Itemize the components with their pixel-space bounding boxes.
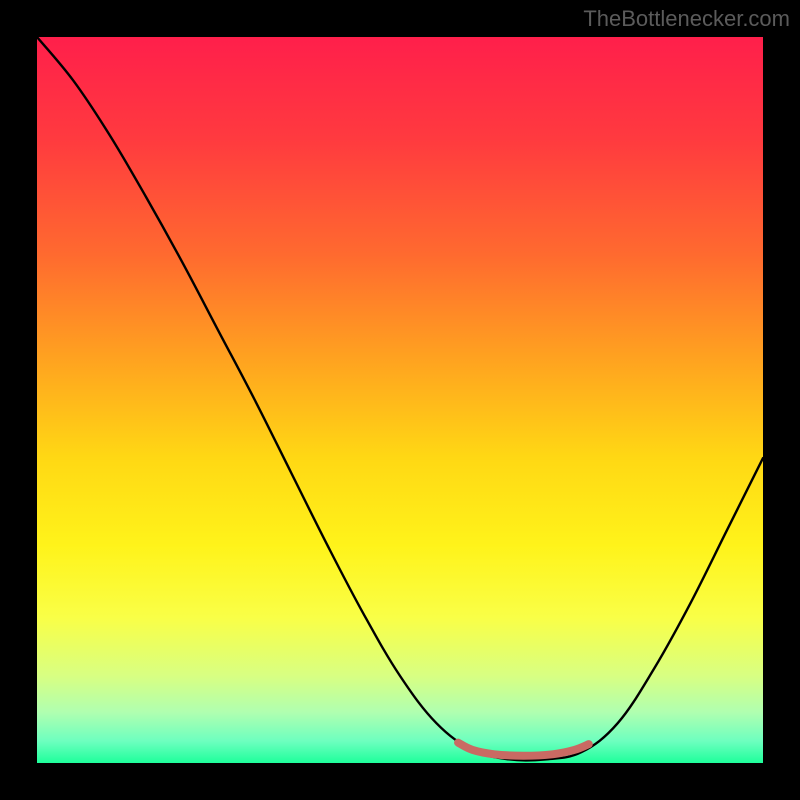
plot-svg xyxy=(37,37,763,763)
stage: TheBottlenecker.com xyxy=(0,0,800,800)
plot-area xyxy=(37,37,763,763)
gradient-background xyxy=(37,37,763,763)
watermark-text: TheBottlenecker.com xyxy=(583,6,790,32)
